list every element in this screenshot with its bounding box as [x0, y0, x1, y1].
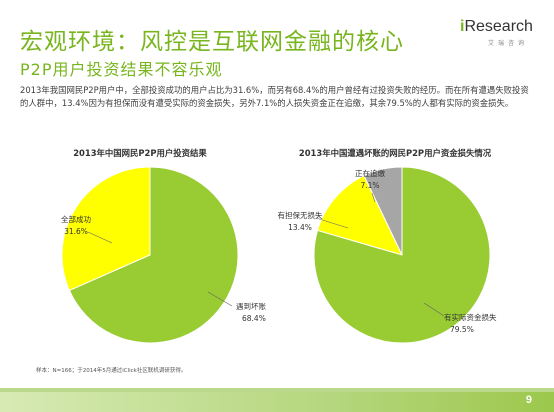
pie1-label-1: 遇到坏账: [236, 301, 266, 311]
page-number: 9: [525, 394, 532, 406]
logo-subtext: 艾瑞咨询: [487, 40, 528, 47]
pie2-slice-1: [316, 174, 403, 256]
pie1-value-0: 31.6%: [64, 227, 88, 236]
pie1-label-0: 全部成功: [61, 214, 91, 224]
logo-text: Research: [464, 18, 533, 35]
chart1-title: 2013年中国网民P2P用户投资结果: [73, 148, 207, 158]
footnote: 样本：N=166；于2014年5月通过iClick社区联机调研获得。: [36, 368, 187, 374]
chart2-title: 2013年中国遭遇坏账的网民P2P用户资金损失情况: [298, 148, 492, 158]
pie2-label-2: 有实际资金损失: [444, 312, 497, 322]
logo-prefix: i: [460, 18, 465, 35]
pie2-value-1: 13.4%: [288, 223, 312, 232]
pie2-leader-2: [423, 302, 445, 317]
pie2-value-2: 79.5%: [450, 325, 474, 334]
pie1-value-1: 68.4%: [242, 314, 266, 323]
footer-gradient: [0, 392, 554, 412]
pie1-slice-0: [61, 166, 151, 292]
pie1-leader-1: [207, 291, 233, 307]
page-subtitle: P2P用户投资结果不容乐观: [20, 60, 223, 79]
pie1-leader-0: [87, 231, 113, 244]
pie2-label-0: 正在追缴: [355, 168, 385, 178]
pie2-slice-2: [313, 166, 491, 344]
summary-paragraph: 2013年我国网民P2P用户中，全部投资成功的用户占比为31.6%，而另有68.…: [20, 85, 529, 108]
pie2-label-1: 有担保无损失: [278, 210, 323, 220]
page-title: 宏观环境：风控是互联网金融的核心: [20, 29, 404, 55]
pie1-slice-1: [68, 166, 239, 344]
pie2-leader-1: [315, 217, 349, 229]
pie2-leader-0: [371, 192, 376, 203]
pie2-value-0: 7.1%: [360, 181, 379, 190]
iresearch-logo: iResearch 艾瑞咨询: [460, 18, 533, 48]
